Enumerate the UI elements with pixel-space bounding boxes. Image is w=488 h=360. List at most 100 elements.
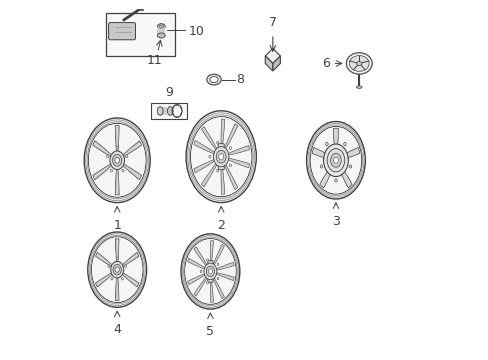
Ellipse shape	[115, 267, 119, 272]
Ellipse shape	[216, 141, 218, 144]
Ellipse shape	[167, 107, 173, 115]
Ellipse shape	[184, 239, 236, 304]
Text: 1: 1	[113, 219, 121, 232]
Ellipse shape	[218, 153, 223, 160]
Text: 10: 10	[188, 25, 204, 38]
Ellipse shape	[320, 165, 322, 168]
Polygon shape	[311, 148, 325, 158]
Ellipse shape	[157, 24, 165, 30]
Text: 6: 6	[321, 57, 329, 70]
FancyBboxPatch shape	[108, 23, 135, 40]
Ellipse shape	[89, 124, 145, 197]
Ellipse shape	[206, 266, 214, 277]
Polygon shape	[227, 145, 249, 155]
Polygon shape	[121, 163, 141, 180]
Polygon shape	[333, 128, 338, 146]
Polygon shape	[221, 119, 224, 148]
Ellipse shape	[200, 270, 202, 273]
Polygon shape	[227, 158, 249, 168]
Ellipse shape	[183, 237, 237, 306]
Text: 7: 7	[268, 16, 276, 29]
Ellipse shape	[110, 151, 124, 170]
Ellipse shape	[208, 155, 210, 158]
Ellipse shape	[182, 235, 238, 307]
Polygon shape	[213, 278, 224, 298]
Ellipse shape	[229, 164, 231, 167]
Ellipse shape	[343, 143, 346, 145]
Ellipse shape	[356, 86, 362, 88]
Polygon shape	[93, 163, 113, 180]
Polygon shape	[115, 167, 119, 195]
Ellipse shape	[108, 265, 109, 267]
Polygon shape	[224, 124, 237, 149]
Polygon shape	[272, 56, 280, 71]
Ellipse shape	[125, 155, 127, 158]
Polygon shape	[216, 262, 234, 270]
Ellipse shape	[185, 239, 235, 304]
Polygon shape	[93, 141, 113, 158]
Bar	[151, 103, 187, 119]
Text: 11: 11	[146, 54, 162, 67]
Polygon shape	[210, 279, 213, 302]
Ellipse shape	[157, 107, 163, 115]
Polygon shape	[179, 111, 182, 117]
Polygon shape	[194, 277, 207, 296]
Polygon shape	[194, 141, 215, 154]
Ellipse shape	[185, 111, 256, 203]
Polygon shape	[174, 104, 179, 105]
Ellipse shape	[323, 144, 347, 176]
Polygon shape	[265, 56, 272, 71]
Polygon shape	[194, 159, 215, 173]
Ellipse shape	[91, 237, 142, 302]
Ellipse shape	[216, 150, 225, 163]
Ellipse shape	[191, 117, 251, 196]
Polygon shape	[172, 105, 174, 111]
Ellipse shape	[90, 235, 143, 304]
FancyBboxPatch shape	[207, 261, 213, 282]
Text: 2: 2	[217, 219, 224, 232]
Ellipse shape	[206, 259, 208, 261]
Ellipse shape	[89, 234, 145, 306]
Text: 4: 4	[113, 323, 121, 337]
Polygon shape	[115, 276, 119, 301]
Ellipse shape	[334, 179, 336, 182]
Ellipse shape	[181, 234, 239, 309]
Ellipse shape	[356, 62, 361, 66]
Ellipse shape	[216, 169, 218, 172]
Polygon shape	[187, 274, 205, 285]
Ellipse shape	[203, 263, 217, 280]
Polygon shape	[210, 240, 213, 264]
Polygon shape	[95, 272, 113, 287]
Ellipse shape	[122, 169, 124, 172]
Ellipse shape	[111, 278, 113, 280]
Polygon shape	[121, 141, 141, 158]
Ellipse shape	[190, 117, 251, 197]
Polygon shape	[121, 272, 139, 287]
Ellipse shape	[106, 155, 109, 158]
Ellipse shape	[87, 122, 147, 199]
Text: 3: 3	[331, 215, 339, 228]
Ellipse shape	[310, 127, 361, 194]
Ellipse shape	[116, 257, 118, 260]
Ellipse shape	[110, 261, 123, 278]
Ellipse shape	[113, 264, 121, 275]
Ellipse shape	[346, 53, 371, 74]
Ellipse shape	[121, 278, 123, 280]
Ellipse shape	[116, 146, 118, 149]
Polygon shape	[187, 258, 205, 269]
Polygon shape	[340, 171, 351, 188]
Polygon shape	[115, 126, 119, 154]
Ellipse shape	[112, 154, 122, 166]
Ellipse shape	[213, 147, 228, 167]
Ellipse shape	[209, 77, 218, 83]
Ellipse shape	[189, 115, 253, 198]
Text: 5: 5	[206, 325, 214, 338]
Ellipse shape	[349, 55, 368, 71]
Polygon shape	[319, 171, 330, 188]
Ellipse shape	[307, 123, 363, 197]
Ellipse shape	[330, 153, 341, 167]
Ellipse shape	[310, 127, 361, 194]
Ellipse shape	[92, 237, 142, 302]
Ellipse shape	[206, 74, 221, 85]
Ellipse shape	[159, 25, 163, 28]
